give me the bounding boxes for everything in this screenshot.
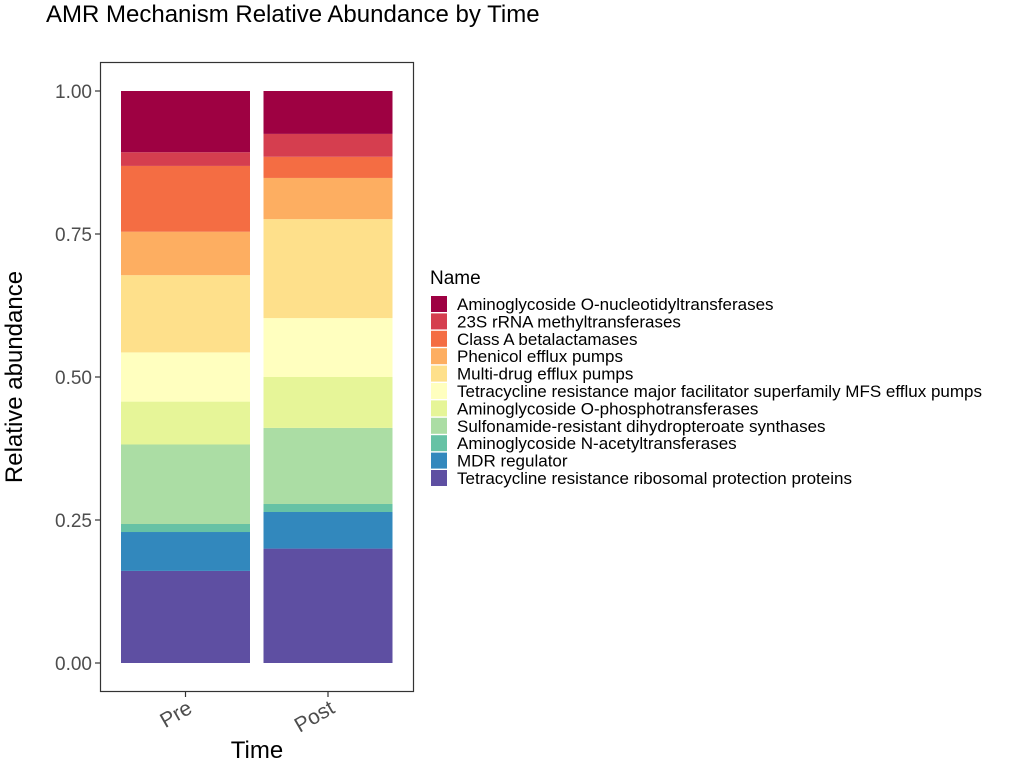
bar-segment-post-4 bbox=[263, 377, 393, 428]
bars-group bbox=[121, 91, 393, 663]
legend: Name Aminoglycoside O-nucleotidyltransfe… bbox=[430, 268, 982, 488]
legend-label: Aminoglycoside O-phosphotransferases bbox=[457, 399, 758, 418]
y-axis: 0.00 0.25 0.50 0.75 1.00 bbox=[55, 82, 101, 675]
bar-segment-pre-2 bbox=[121, 524, 250, 533]
legend-label: Tetracycline resistance major facilitato… bbox=[457, 382, 982, 401]
legend-swatch bbox=[431, 348, 447, 365]
legend-swatch bbox=[431, 296, 447, 312]
bar-segment-post-0 bbox=[263, 548, 393, 663]
y-tick-label: 0.25 bbox=[55, 511, 92, 532]
legend-label: Tetracycline resistance ribosomal protec… bbox=[457, 469, 852, 488]
x-tick-label-post: Post bbox=[291, 696, 339, 737]
legend-label: MDR regulator bbox=[457, 452, 568, 471]
x-axis: Pre Post bbox=[156, 691, 339, 737]
x-tick-label-pre: Pre bbox=[156, 696, 196, 732]
bar-segment-pre-8 bbox=[121, 165, 250, 232]
legend-swatch bbox=[431, 313, 447, 330]
y-axis-title: Relative abundance bbox=[1, 271, 28, 483]
bar-segment-post-3 bbox=[263, 427, 393, 504]
bar-segment-pre-9 bbox=[121, 152, 250, 166]
bar-segment-pre-5 bbox=[121, 352, 250, 402]
bar-segment-pre-3 bbox=[121, 444, 250, 525]
x-axis-title: Time bbox=[231, 737, 283, 764]
bar-segment-pre-7 bbox=[121, 231, 250, 276]
legend-items: Aminoglycoside O-nucleotidyltransferases… bbox=[431, 295, 982, 488]
legend-label: Phenicol efflux pumps bbox=[457, 347, 623, 366]
bar-segment-post-10 bbox=[263, 91, 393, 134]
legend-swatch bbox=[431, 435, 447, 452]
legend-label: Sulfonamide-resistant dihydropteroate sy… bbox=[457, 417, 826, 436]
legend-label: Class A betalactamases bbox=[457, 330, 637, 349]
y-tick-label: 0.75 bbox=[55, 225, 92, 246]
legend-label: 23S rRNA methyltransferases bbox=[457, 312, 681, 331]
y-tick-label: 1.00 bbox=[55, 82, 92, 103]
legend-swatch bbox=[431, 470, 447, 486]
legend-swatch bbox=[431, 383, 447, 399]
bar-segment-pre-0 bbox=[121, 570, 250, 663]
plot-area bbox=[99, 61, 415, 693]
bar-segment-post-9 bbox=[263, 133, 393, 157]
legend-swatch bbox=[431, 330, 447, 347]
bar-segment-post-8 bbox=[263, 156, 393, 178]
bar-segment-post-7 bbox=[263, 177, 393, 220]
bar-segment-post-2 bbox=[263, 503, 393, 512]
bar-segment-post-1 bbox=[263, 511, 393, 549]
legend-swatch bbox=[431, 452, 447, 469]
bar-segment-pre-1 bbox=[121, 532, 250, 571]
y-tick-label: 0.50 bbox=[55, 368, 92, 389]
legend-swatch bbox=[431, 417, 447, 434]
legend-swatch bbox=[431, 400, 447, 417]
bar-segment-pre-10 bbox=[121, 91, 250, 153]
legend-swatch bbox=[431, 365, 447, 382]
bar-segment-post-6 bbox=[263, 219, 393, 319]
legend-title: Name bbox=[430, 268, 481, 289]
legend-label: Aminoglycoside N-acetyltransferases bbox=[457, 434, 737, 453]
bar-segment-pre-4 bbox=[121, 401, 250, 445]
chart-title: AMR Mechanism Relative Abundance by Time bbox=[46, 1, 540, 28]
bar-segment-post-5 bbox=[263, 318, 393, 377]
bar-segment-pre-6 bbox=[121, 275, 250, 353]
legend-label: Multi-drug efflux pumps bbox=[457, 365, 633, 384]
legend-label: Aminoglycoside O-nucleotidyltransferases bbox=[457, 295, 774, 314]
y-tick-label: 0.00 bbox=[55, 654, 92, 675]
